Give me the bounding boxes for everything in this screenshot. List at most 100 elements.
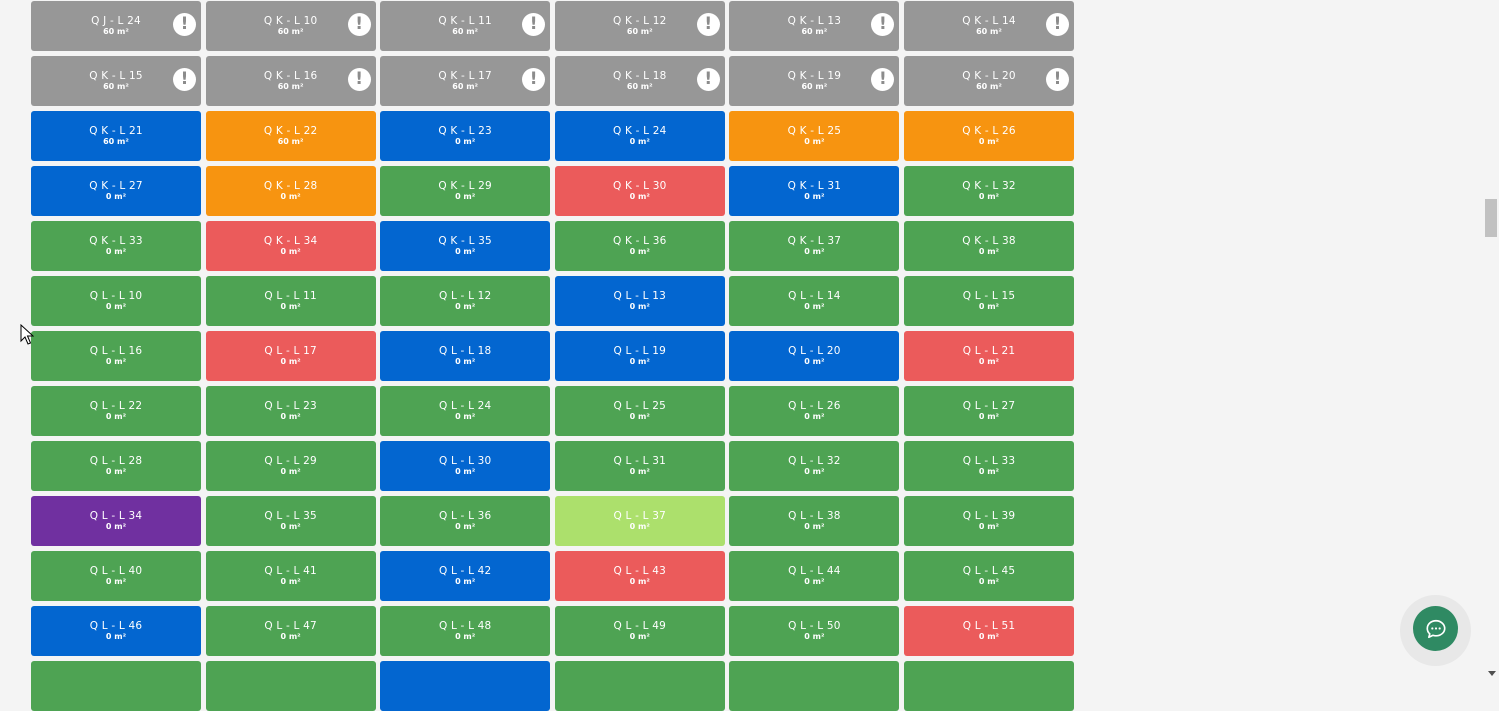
lot-tile[interactable]: Q K - L 14 60 m²! xyxy=(903,1,1074,51)
lot-tile[interactable]: Q L - L 48 0 m² xyxy=(380,606,551,656)
lot-tile[interactable]: Q L - L 16 0 m² xyxy=(31,331,201,381)
lot-tile[interactable]: Q L - L 33 0 m² xyxy=(903,441,1074,491)
lot-tile[interactable]: Q K - L 16 60 m²! xyxy=(205,56,376,106)
exclamation-circle-icon[interactable]: ! xyxy=(522,68,546,91)
lot-name: Q L - L 17 xyxy=(264,345,317,357)
exclamation-circle-icon[interactable]: ! xyxy=(696,13,720,36)
lot-tile[interactable]: Q L - L 51 0 m² xyxy=(903,606,1074,656)
lot-tile[interactable]: Q L - L 44 0 m² xyxy=(729,551,900,601)
lot-area: 0 m² xyxy=(455,632,476,641)
exclamation-circle-icon[interactable]: ! xyxy=(1045,13,1069,36)
lot-tile[interactable]: Q K - L 25 0 m² xyxy=(729,111,900,161)
lot-tile[interactable]: Q L - L 30 0 m² xyxy=(380,441,551,491)
exclamation-circle-icon[interactable]: ! xyxy=(347,68,371,91)
lot-tile[interactable]: Q L - L 31 0 m² xyxy=(554,441,725,491)
lot-tile[interactable]: Q K - L 35 0 m² xyxy=(380,221,551,271)
scrollbar-thumb[interactable] xyxy=(1485,199,1497,237)
lot-tile[interactable]: Q L - L 36 0 m² xyxy=(380,496,551,546)
lot-tile[interactable]: Q K - L 30 0 m² xyxy=(554,166,725,216)
lot-tile[interactable]: Q L - L 25 0 m² xyxy=(554,386,725,436)
lot-tile[interactable]: Q L - L 28 0 m² xyxy=(31,441,201,491)
lot-tile[interactable]: Q L - L 21 0 m² xyxy=(903,331,1074,381)
lot-tile[interactable]: Q K - L 10 60 m²! xyxy=(205,1,376,51)
lot-tile[interactable]: Q K - L 24 0 m² xyxy=(554,111,725,161)
lot-tile[interactable]: Q L - L 39 0 m² xyxy=(903,496,1074,546)
exclamation-circle-icon[interactable]: ! xyxy=(347,13,371,36)
lot-tile[interactable]: Q K - L 34 0 m² xyxy=(205,221,376,271)
lot-tile[interactable]: Q L - L 40 0 m² xyxy=(31,551,201,601)
lot-tile[interactable]: Q L - L 29 0 m² xyxy=(205,441,376,491)
lot-tile[interactable]: Q K - L 31 0 m² xyxy=(729,166,900,216)
lot-tile[interactable]: Q L - L 10 0 m² xyxy=(31,276,201,326)
vertical-scrollbar[interactable] xyxy=(1484,0,1499,679)
lot-tile[interactable]: Q L - L 32 0 m² xyxy=(729,441,900,491)
lot-tile[interactable]: Q K - L 19 60 m²! xyxy=(729,56,900,106)
lot-tile[interactable]: Q L - L 35 0 m² xyxy=(205,496,376,546)
lot-tile[interactable] xyxy=(903,661,1074,711)
exclamation-circle-icon[interactable]: ! xyxy=(871,13,895,36)
lot-tile[interactable]: Q L - L 23 0 m² xyxy=(205,386,376,436)
lot-tile[interactable]: Q L - L 17 0 m² xyxy=(205,331,376,381)
lot-tile[interactable]: Q K - L 13 60 m²! xyxy=(729,1,900,51)
lot-tile[interactable]: Q L - L 15 0 m² xyxy=(903,276,1074,326)
lot-tile[interactable]: Q J - L 24 60 m²! xyxy=(31,1,201,51)
lot-tile[interactable]: Q K - L 15 60 m²! xyxy=(31,56,201,106)
exclamation-circle-icon[interactable]: ! xyxy=(871,68,895,91)
lot-tile[interactable]: Q K - L 33 0 m² xyxy=(31,221,201,271)
lot-tile[interactable]: Q L - L 43 0 m² xyxy=(554,551,725,601)
lot-tile[interactable]: Q L - L 26 0 m² xyxy=(729,386,900,436)
lot-tile[interactable]: Q K - L 37 0 m² xyxy=(729,221,900,271)
lot-tile[interactable]: Q L - L 19 0 m² xyxy=(554,331,725,381)
lot-tile[interactable]: Q K - L 23 0 m² xyxy=(380,111,551,161)
lot-tile[interactable]: Q L - L 47 0 m² xyxy=(205,606,376,656)
lot-tile[interactable]: Q K - L 12 60 m²! xyxy=(554,1,725,51)
lot-tile[interactable]: Q K - L 36 0 m² xyxy=(554,221,725,271)
lot-tile[interactable]: Q K - L 27 0 m² xyxy=(31,166,201,216)
lot-tile[interactable]: Q K - L 21 60 m² xyxy=(31,111,201,161)
lot-name: Q L - L 34 xyxy=(89,510,143,522)
lot-tile[interactable]: Q L - L 14 0 m² xyxy=(729,276,900,326)
lot-tile[interactable]: Q L - L 12 0 m² xyxy=(380,276,551,326)
lot-tile[interactable]: Q L - L 24 0 m² xyxy=(380,386,551,436)
lot-tile[interactable]: Q K - L 32 0 m² xyxy=(903,166,1074,216)
lot-tile[interactable]: Q L - L 41 0 m² xyxy=(205,551,376,601)
exclamation-circle-icon[interactable]: ! xyxy=(173,13,196,36)
lot-tile[interactable]: Q L - L 18 0 m² xyxy=(380,331,551,381)
lot-tile[interactable]: Q L - L 13 0 m² xyxy=(554,276,725,326)
scroll-down-arrow-icon[interactable] xyxy=(1488,671,1496,676)
lot-tile[interactable]: Q L - L 42 0 m² xyxy=(380,551,551,601)
lot-tile[interactable]: Q K - L 18 60 m²! xyxy=(554,56,725,106)
lot-tile[interactable]: Q L - L 45 0 m² xyxy=(903,551,1074,601)
lot-tile[interactable]: Q L - L 50 0 m² xyxy=(729,606,900,656)
lot-tile[interactable]: Q K - L 26 0 m² xyxy=(903,111,1074,161)
lot-tile[interactable]: Q L - L 46 0 m² xyxy=(31,606,201,656)
lot-area: 0 m² xyxy=(629,302,650,311)
lot-tile[interactable]: Q L - L 11 0 m² xyxy=(205,276,376,326)
lot-tile[interactable] xyxy=(554,661,725,711)
exclamation-circle-icon[interactable]: ! xyxy=(696,68,720,91)
lot-tile[interactable]: Q L - L 37 0 m² xyxy=(554,496,725,546)
lot-tile[interactable]: Q K - L 38 0 m² xyxy=(903,221,1074,271)
lot-tile[interactable] xyxy=(31,661,201,711)
exclamation-circle-icon[interactable]: ! xyxy=(173,68,196,91)
lot-tile[interactable]: Q K - L 22 60 m² xyxy=(205,111,376,161)
lot-tile[interactable] xyxy=(380,661,551,711)
chat-button[interactable] xyxy=(1413,606,1458,651)
lot-tile[interactable] xyxy=(205,661,376,711)
lot-tile[interactable]: Q K - L 17 60 m²! xyxy=(380,56,551,106)
lot-tile[interactable]: Q L - L 20 0 m² xyxy=(729,331,900,381)
lot-area: 0 m² xyxy=(455,357,476,366)
lot-tile[interactable]: Q L - L 49 0 m² xyxy=(554,606,725,656)
lot-tile[interactable]: Q K - L 29 0 m² xyxy=(380,166,551,216)
lot-tile[interactable] xyxy=(729,661,900,711)
lot-tile[interactable]: Q K - L 20 60 m²! xyxy=(903,56,1074,106)
lot-tile[interactable]: Q K - L 11 60 m²! xyxy=(380,1,551,51)
lot-tile[interactable]: Q L - L 38 0 m² xyxy=(729,496,900,546)
exclamation-circle-icon[interactable]: ! xyxy=(522,13,546,36)
lot-tile[interactable]: Q K - L 28 0 m² xyxy=(205,166,376,216)
lot-area: 0 m² xyxy=(280,192,301,201)
lot-tile[interactable]: Q L - L 34 0 m² xyxy=(31,496,201,546)
lot-tile[interactable]: Q L - L 22 0 m² xyxy=(31,386,201,436)
lot-tile[interactable]: Q L - L 27 0 m² xyxy=(903,386,1074,436)
exclamation-circle-icon[interactable]: ! xyxy=(1045,68,1069,91)
